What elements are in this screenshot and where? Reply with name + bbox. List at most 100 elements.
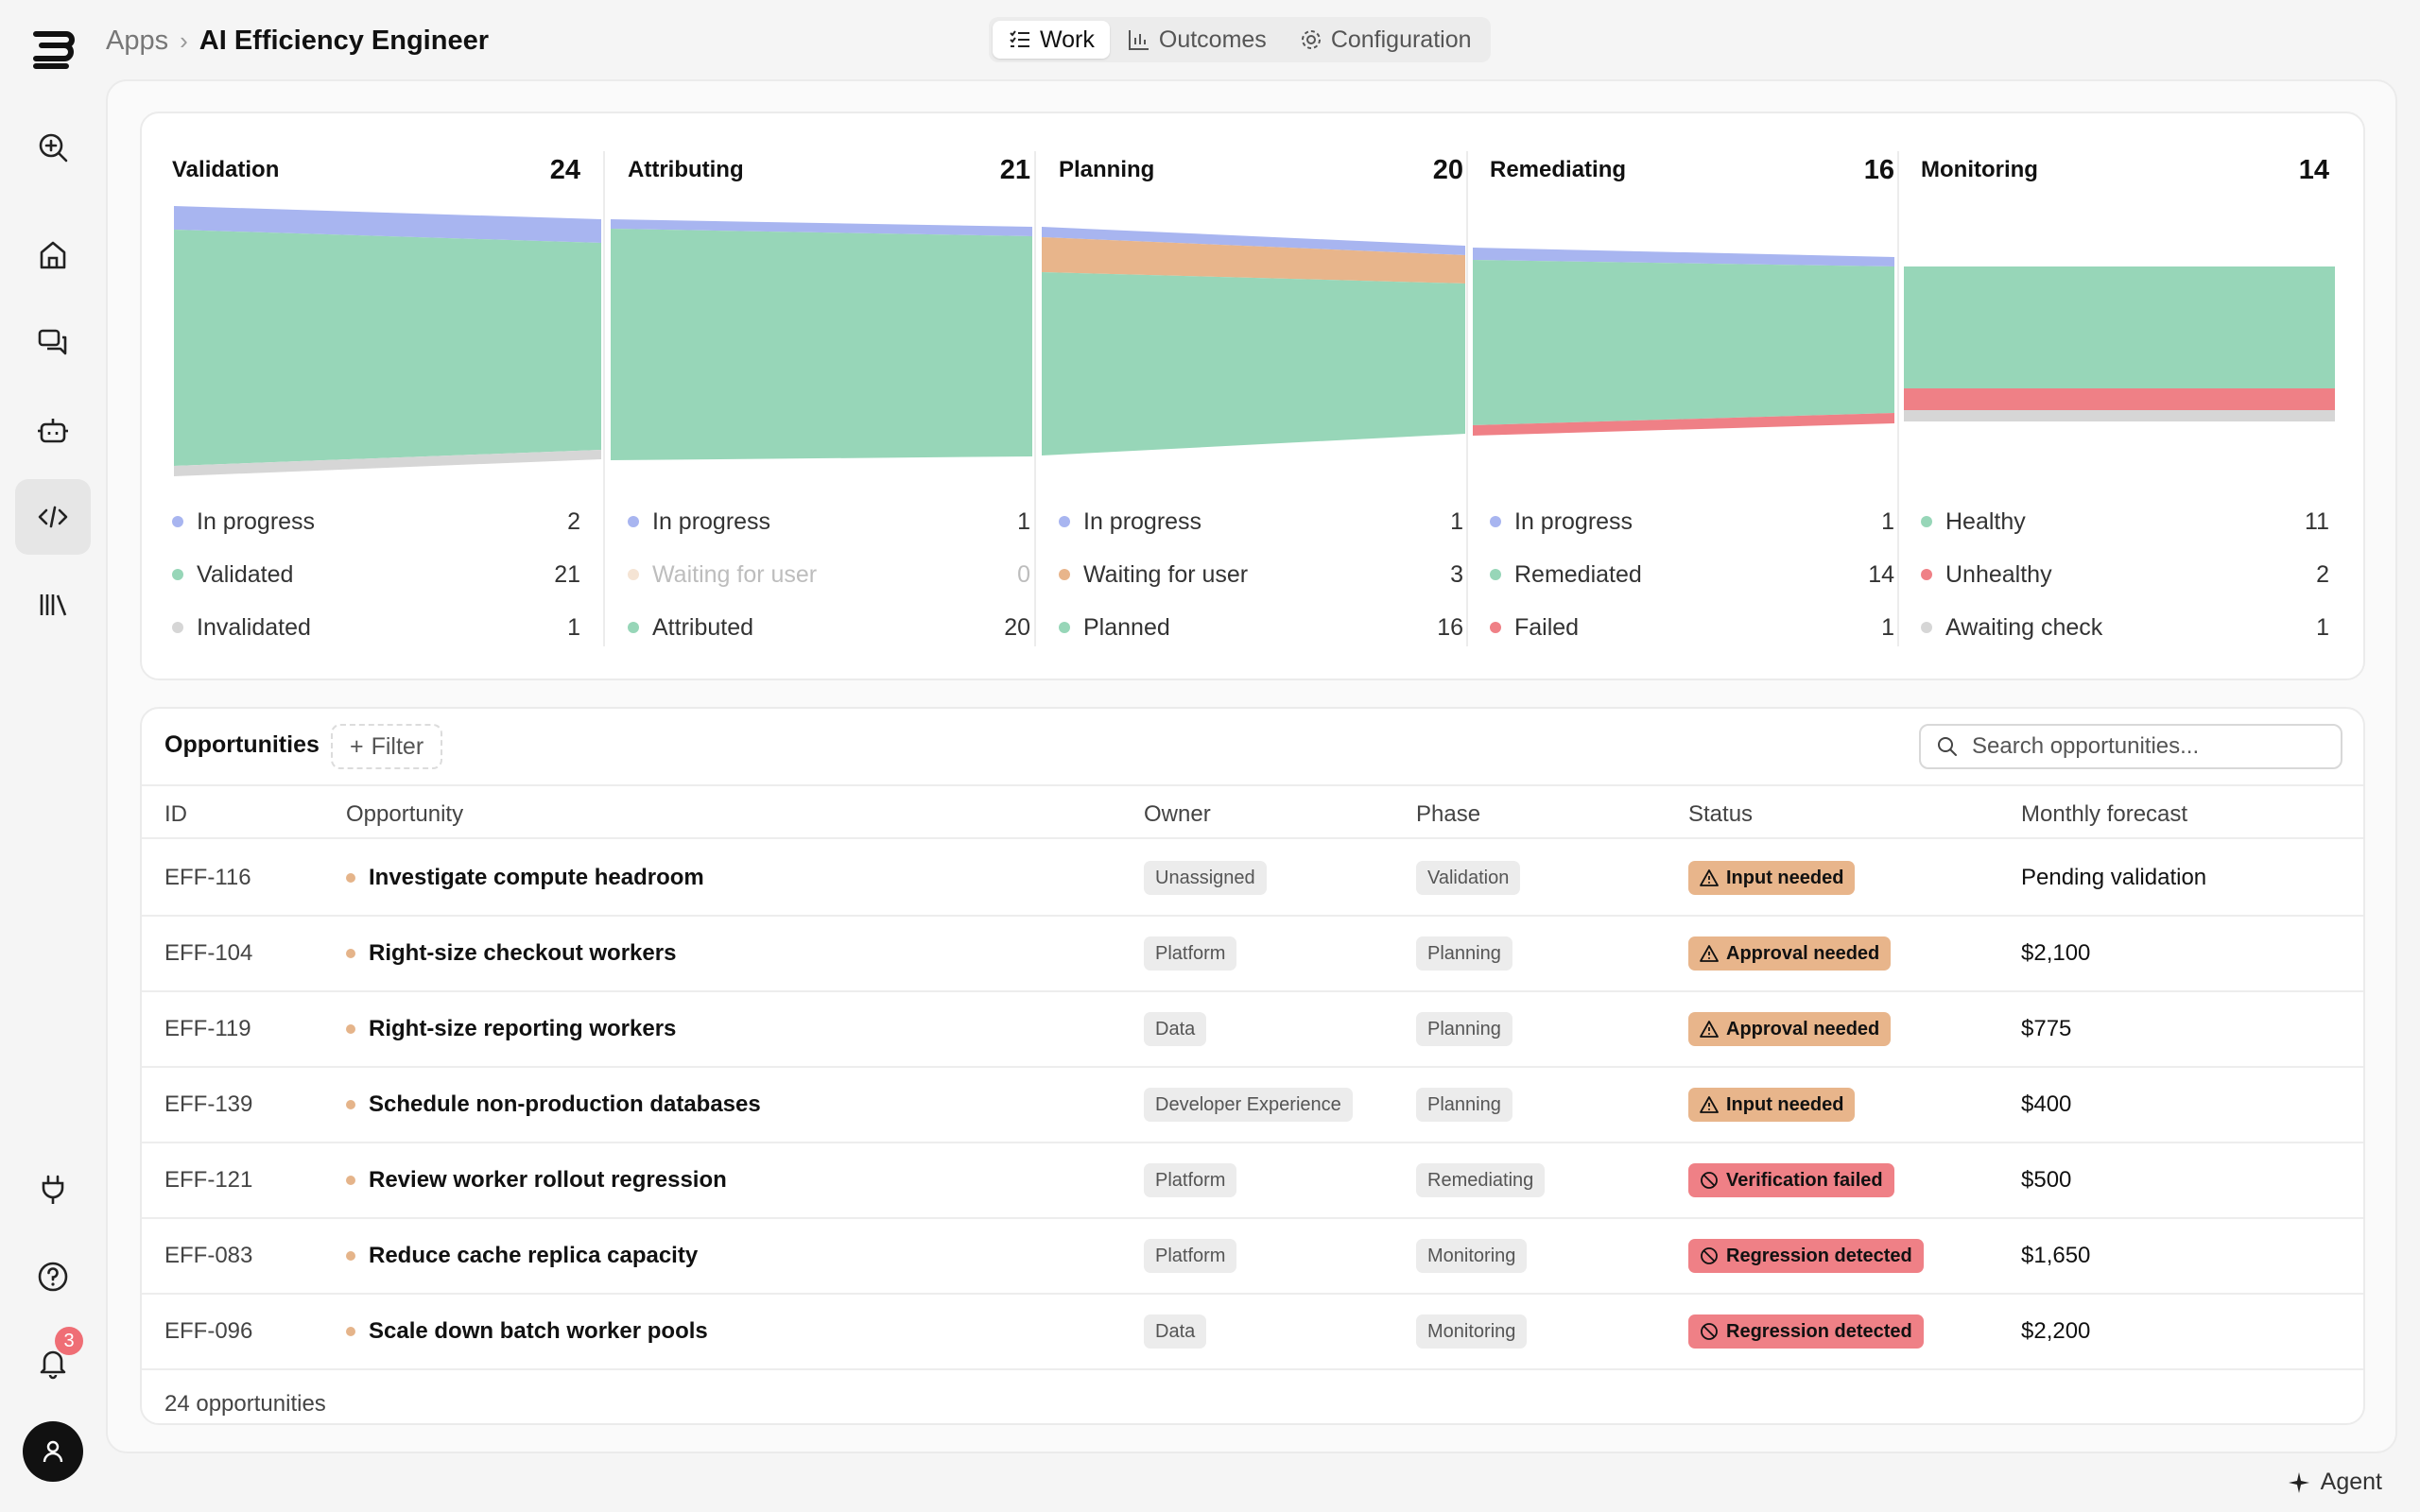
phase-chip: Planning (1416, 1088, 1512, 1122)
legend-row: Waiting for user 3 (1059, 548, 1463, 601)
legend-dot (1059, 622, 1070, 633)
column-header-monthly-forecast[interactable]: Monthly forecast (2021, 801, 2188, 827)
column-header-phase[interactable]: Phase (1416, 801, 1481, 827)
user-avatar[interactable] (23, 1421, 83, 1482)
plus-icon: + (350, 732, 364, 760)
column-header-status[interactable]: Status (1688, 801, 1754, 827)
stage-attributing[interactable]: Attributing 21 In progress 1 Waiting for u… (628, 113, 1030, 679)
tab-configuration[interactable]: Configuration (1284, 21, 1487, 59)
legend-value: 16 (1437, 613, 1463, 641)
flow-attributing-attributed (611, 229, 1032, 460)
monthly-forecast: $2,200 (2021, 1318, 2091, 1344)
monthly-forecast: $500 (2021, 1167, 2072, 1193)
phase-cell: Planning (1416, 917, 1512, 990)
legend-label: In progress (652, 507, 771, 535)
opportunities-panel: Opportunities + Filter ID Opportunity Ow… (140, 707, 2365, 1425)
library-icon[interactable] (15, 567, 91, 643)
legend-value: 1 (567, 613, 580, 641)
legend-row: Failed 1 (1490, 601, 1894, 654)
legend-dot (1921, 622, 1932, 633)
legend-row: In progress 1 (1490, 495, 1894, 548)
flow-monitoring-unhealthy (1904, 388, 2335, 410)
opportunity-name[interactable]: Schedule non-production databases (369, 1091, 761, 1117)
blocked-icon (1701, 1172, 1718, 1189)
opportunity-name[interactable]: Reduce cache replica capacity (369, 1243, 699, 1268)
tab-outcomes[interactable]: Outcomes (1112, 21, 1282, 59)
legend-row: Healthy 11 (1921, 495, 2329, 548)
owner-chip: Unassigned (1144, 861, 1267, 895)
home-icon[interactable] (15, 217, 91, 293)
legend-value: 2 (2316, 560, 2329, 588)
legend-value: 1 (1017, 507, 1030, 535)
breadcrumb-apps-link[interactable]: Apps (106, 25, 169, 56)
legend-dot (1059, 569, 1070, 580)
column-header-id[interactable]: ID (164, 801, 187, 827)
stage-planning[interactable]: Planning 20 In progress 1 Waiting for user… (1059, 113, 1463, 679)
flow-remediating-failed (1473, 413, 1894, 436)
stage-legend: In progress 2 Validated 21 Invalidated 1 (172, 495, 580, 654)
column-header-owner[interactable]: Owner (1144, 801, 1211, 827)
table-row[interactable]: EFF-121 Review worker rollout regression P… (142, 1143, 2363, 1219)
code-icon[interactable] (15, 479, 91, 555)
page-title: AI Efficiency Engineer (199, 25, 489, 56)
opportunity-name[interactable]: Investigate compute headroom (369, 865, 704, 890)
stage-monitoring[interactable]: Monitoring 14 Healthy 11 Unhealthy 2 Awaiti… (1921, 113, 2329, 679)
legend-row: Awaiting check 1 (1921, 601, 2329, 654)
opportunity-name[interactable]: Right-size reporting workers (369, 1016, 677, 1041)
opportunity-name[interactable]: Review worker rollout regression (369, 1167, 727, 1193)
legend-row: Attributed 20 (628, 601, 1030, 654)
owner-cell: Data (1144, 1295, 1207, 1368)
tab-work[interactable]: Work (993, 21, 1110, 59)
chat-icon[interactable] (15, 305, 91, 381)
legend-label: In progress (1083, 507, 1202, 535)
stage-remediating[interactable]: Remediating 16 In progress 1 Remediated 14 … (1490, 113, 1894, 679)
legend-dot (1059, 516, 1070, 527)
column-header-opportunity[interactable]: Opportunity (346, 801, 464, 827)
opportunity-name[interactable]: Right-size checkout workers (369, 940, 677, 966)
opportunities-header: Opportunities + Filter (142, 709, 2363, 786)
monthly-forecast: $775 (2021, 1016, 2072, 1041)
legend-dot (1921, 569, 1932, 580)
phase-chip: Monitoring (1416, 1314, 1528, 1349)
status-label: Input needed (1726, 867, 1844, 888)
legend-row: In progress 1 (628, 495, 1030, 548)
search-zoom-icon[interactable] (15, 110, 91, 185)
table-row[interactable]: EFF-139 Schedule non-production databases… (142, 1068, 2363, 1143)
opportunity-id: EFF-121 (164, 1167, 253, 1193)
legend-dot (172, 622, 183, 633)
opportunity-name[interactable]: Scale down batch worker pools (369, 1318, 708, 1344)
table-row[interactable]: EFF-116 Investigate compute headroom Unass… (142, 841, 2363, 917)
legend-value: 1 (1450, 507, 1463, 535)
table-row[interactable]: EFF-083 Reduce cache replica capacity Plat… (142, 1219, 2363, 1295)
logo-icon[interactable] (28, 25, 76, 72)
bar-chart-icon (1128, 30, 1149, 50)
plug-icon[interactable] (15, 1152, 91, 1228)
phase-chip: Monitoring (1416, 1239, 1528, 1273)
legend-row: Unhealthy 2 (1921, 548, 2329, 601)
status-label: Input needed (1726, 1093, 1844, 1115)
table-row[interactable]: EFF-096 Scale down batch worker pools Data… (142, 1295, 2363, 1370)
table-row[interactable]: EFF-119 Right-size reporting workers Data P… (142, 992, 2363, 1068)
legend-label: Healthy (1945, 507, 2026, 535)
filter-button[interactable]: + Filter (331, 724, 443, 769)
legend-value: 14 (1868, 560, 1894, 588)
phase-cell: Planning (1416, 1068, 1512, 1142)
table-row[interactable]: EFF-104 Right-size checkout workers Platfo… (142, 917, 2363, 992)
opportunities-count: 24 opportunities (164, 1391, 326, 1417)
owner-cell: Developer Experience (1144, 1068, 1353, 1142)
stage-divider (1034, 151, 1036, 646)
pipeline-panel: Validation 24 In progress 2 Validated 21 In… (140, 112, 2365, 680)
search-input[interactable] (1972, 733, 2312, 760)
bot-icon[interactable] (15, 393, 91, 469)
notifications-bell-icon[interactable]: 3 (15, 1325, 91, 1400)
status-cell: Verification failed (1688, 1143, 1894, 1217)
flow-remediating-in-progress (1473, 248, 1894, 266)
tab-outcomes-label: Outcomes (1158, 26, 1267, 53)
stage-name: Validation (172, 157, 280, 182)
status-badge: Verification failed (1688, 1163, 1894, 1197)
status-badge: Input needed (1688, 1088, 1856, 1122)
agent-button[interactable]: Agent (2287, 1469, 2382, 1496)
chevron-right-icon: › (180, 26, 188, 55)
stage-validation[interactable]: Validation 24 In progress 2 Validated 21 In… (172, 113, 580, 679)
help-icon[interactable] (15, 1239, 91, 1314)
